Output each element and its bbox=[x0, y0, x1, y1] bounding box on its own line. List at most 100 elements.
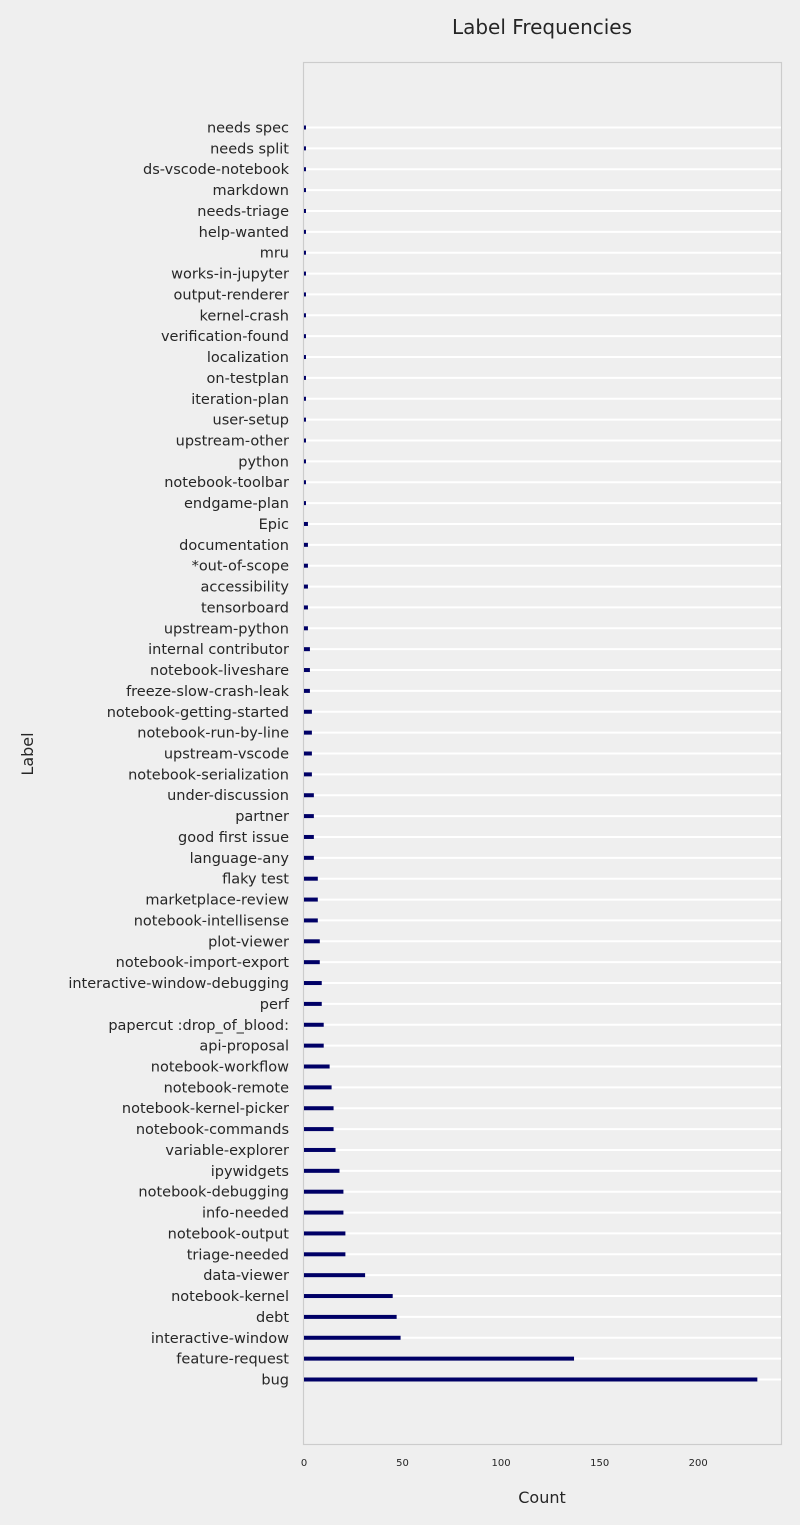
category-label: notebook-output bbox=[168, 1226, 290, 1242]
bar bbox=[304, 1064, 330, 1069]
category-label: notebook-remote bbox=[164, 1080, 289, 1096]
bar bbox=[304, 1231, 346, 1236]
bar bbox=[304, 1335, 401, 1340]
category-label: upstream-other bbox=[176, 434, 289, 450]
bar bbox=[304, 292, 306, 297]
category-label: marketplace-review bbox=[145, 893, 289, 909]
category-label: interactive-window-debugging bbox=[68, 976, 289, 992]
bar bbox=[304, 876, 318, 881]
category-label: data-viewer bbox=[203, 1268, 289, 1284]
bar bbox=[304, 334, 306, 339]
category-label: upstream-python bbox=[164, 621, 289, 637]
x-tick-label: 50 bbox=[396, 1458, 409, 1469]
x-tick-labels: 0 50 100 150 200 bbox=[301, 1458, 708, 1469]
category-label: plot-viewer bbox=[208, 934, 289, 950]
bar bbox=[304, 709, 312, 714]
category-label: localization bbox=[207, 350, 289, 366]
bar bbox=[304, 1294, 393, 1299]
category-label: notebook-kernel bbox=[171, 1289, 289, 1305]
bar bbox=[304, 250, 306, 255]
x-tick-label: 100 bbox=[492, 1458, 511, 1469]
bar bbox=[304, 1252, 346, 1257]
bar bbox=[304, 1085, 332, 1090]
bar bbox=[304, 981, 322, 986]
category-label: needs spec bbox=[207, 121, 289, 137]
category-label: accessibility bbox=[201, 580, 290, 596]
bar bbox=[304, 1356, 575, 1361]
category-label: good first issue bbox=[178, 830, 289, 846]
category-label: bug bbox=[261, 1373, 289, 1389]
bar bbox=[304, 1314, 397, 1319]
category-label: notebook-import-export bbox=[116, 955, 290, 971]
category-label: notebook-commands bbox=[136, 1122, 289, 1138]
x-tick-label: 0 bbox=[301, 1458, 307, 1469]
bar bbox=[304, 521, 308, 526]
category-label: api-proposal bbox=[199, 1039, 289, 1055]
category-label: tensorboard bbox=[201, 600, 289, 616]
category-label: feature-request bbox=[176, 1352, 289, 1368]
category-label: notebook-run-by-line bbox=[137, 726, 289, 742]
bar bbox=[304, 834, 314, 839]
bar bbox=[304, 939, 320, 944]
gridlines bbox=[304, 126, 781, 1381]
category-label: notebook-toolbar bbox=[164, 475, 289, 491]
bar bbox=[304, 188, 306, 193]
bar bbox=[304, 1127, 334, 1132]
bar bbox=[304, 647, 310, 652]
category-label: notebook-getting-started bbox=[107, 705, 289, 721]
category-label: kernel-crash bbox=[200, 308, 289, 324]
bar bbox=[304, 1189, 344, 1194]
category-label: needs split bbox=[210, 141, 289, 157]
category-label: info-needed bbox=[202, 1206, 289, 1222]
bar bbox=[304, 1273, 366, 1278]
bar bbox=[304, 814, 314, 819]
bar bbox=[304, 1168, 340, 1173]
category-label: triage-needed bbox=[187, 1247, 289, 1263]
bar bbox=[304, 167, 306, 172]
chart-title: Label Frequencies bbox=[452, 15, 632, 39]
bar bbox=[304, 355, 306, 360]
category-label: notebook-serialization bbox=[128, 767, 289, 783]
category-label: upstream-vscode bbox=[164, 747, 289, 763]
category-label: notebook-intellisense bbox=[134, 913, 289, 929]
bar bbox=[304, 1377, 758, 1382]
bar bbox=[304, 584, 308, 589]
bar bbox=[304, 855, 314, 860]
bar bbox=[304, 668, 310, 673]
category-label: debt bbox=[256, 1310, 289, 1326]
category-label: perf bbox=[260, 997, 290, 1013]
bar bbox=[304, 1147, 336, 1152]
category-label: notebook-kernel-picker bbox=[122, 1101, 289, 1117]
bar bbox=[304, 501, 306, 506]
category-label: ipywidgets bbox=[211, 1164, 289, 1180]
category-label: notebook-workflow bbox=[151, 1060, 289, 1076]
category-label: notebook-debugging bbox=[138, 1185, 289, 1201]
bar bbox=[304, 459, 306, 464]
x-axis-label: Count bbox=[518, 1488, 566, 1507]
category-label: endgame-plan bbox=[184, 496, 289, 512]
bar bbox=[304, 1001, 322, 1006]
category-label: Epic bbox=[259, 517, 289, 533]
category-label: output-renderer bbox=[174, 287, 290, 303]
bar bbox=[304, 897, 318, 902]
category-label: variable-explorer bbox=[165, 1143, 289, 1159]
category-label: markdown bbox=[213, 183, 290, 199]
category-label: internal contributor bbox=[148, 642, 289, 658]
bar bbox=[304, 960, 320, 965]
bars bbox=[304, 125, 758, 1382]
bar bbox=[304, 542, 308, 547]
category-label: iteration-plan bbox=[191, 392, 289, 408]
category-label: freeze-slow-crash-leak bbox=[126, 684, 290, 700]
bar bbox=[304, 208, 306, 213]
plot-area bbox=[302, 61, 783, 1446]
bar bbox=[304, 688, 310, 693]
category-label: papercut :drop_of_blood: bbox=[108, 1018, 289, 1034]
bar bbox=[304, 438, 306, 443]
bar bbox=[304, 605, 308, 610]
category-label: works-in-jupyter bbox=[171, 267, 289, 283]
category-label: ds-vscode-notebook bbox=[143, 162, 290, 178]
category-label: needs-triage bbox=[197, 204, 289, 220]
bar bbox=[304, 271, 306, 276]
category-label: language-any bbox=[190, 851, 290, 867]
